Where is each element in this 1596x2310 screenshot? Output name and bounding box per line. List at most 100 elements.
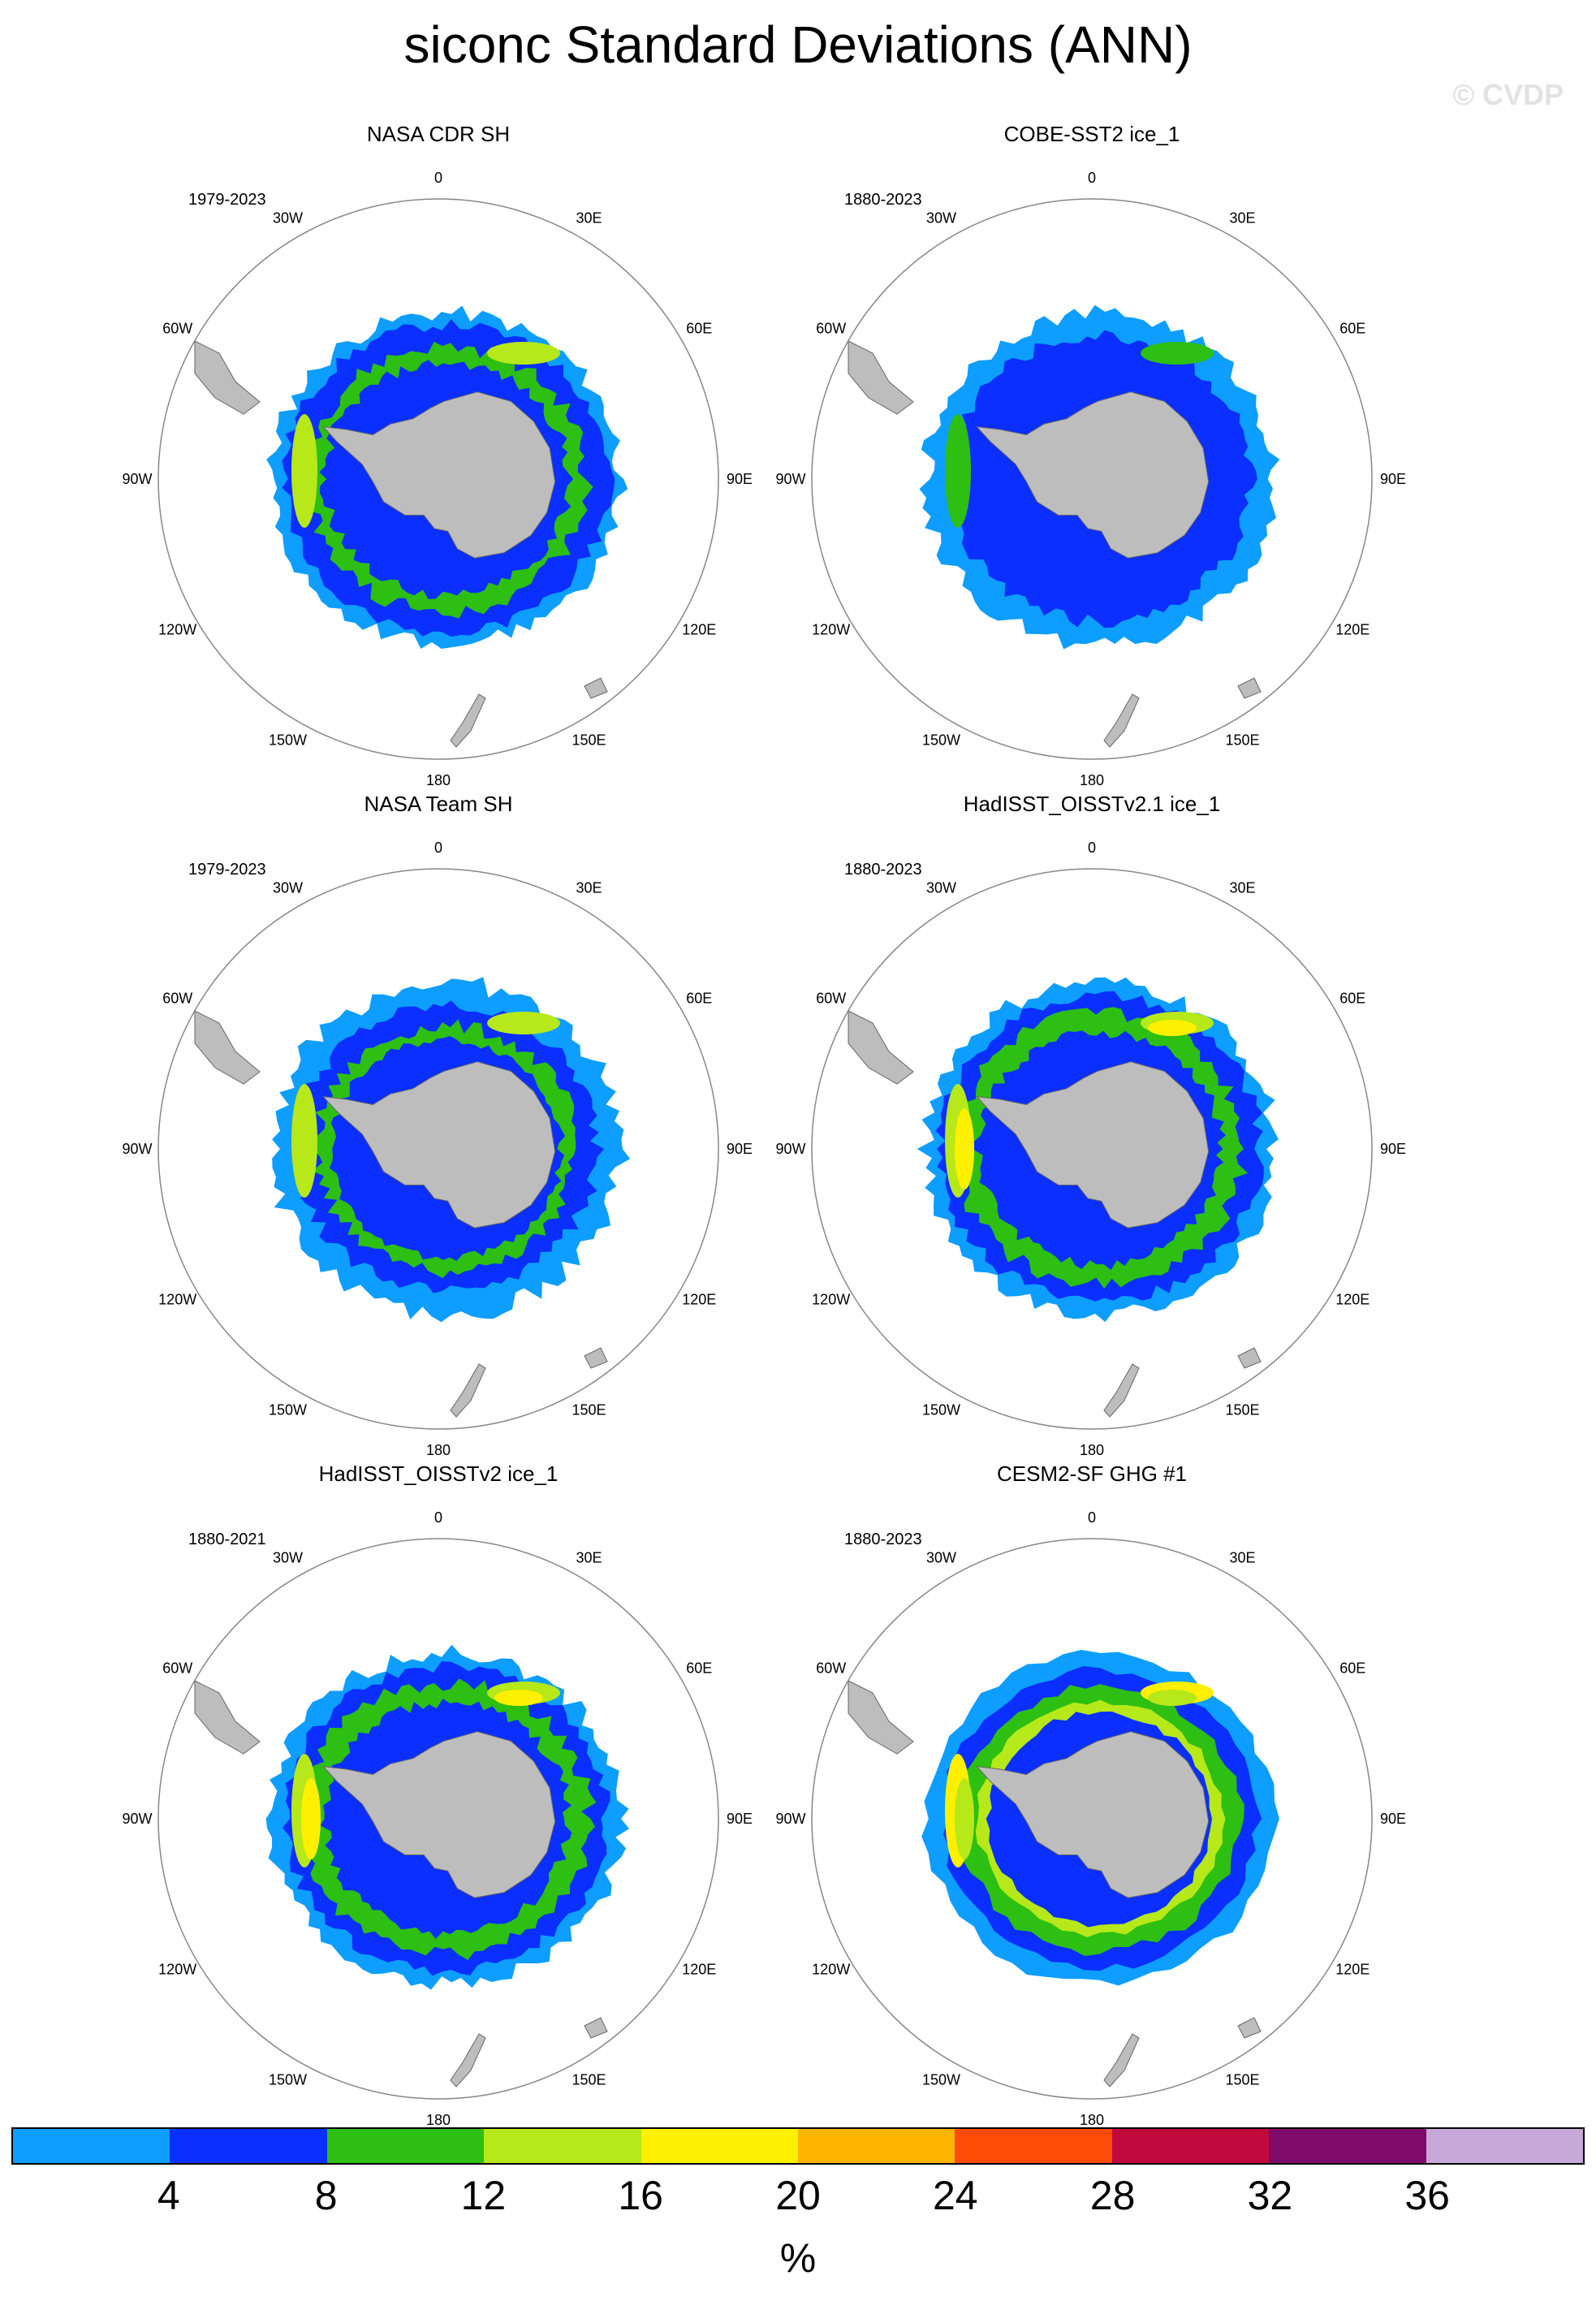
period-label: 1979-2023 — [188, 861, 266, 879]
map-panel: NASA Team SH 0 30E 60E 90E 120E 150E 180 150W 120… — [81, 792, 796, 1457]
longitude-label: 150W — [269, 2071, 307, 2088]
longitude-label: 180 — [1080, 772, 1104, 788]
panel-title: NASA CDR SH — [366, 122, 511, 146]
tasmania-landmass — [584, 677, 608, 699]
antarctica-landmass — [322, 1061, 556, 1228]
period-label: 1979-2023 — [188, 191, 266, 209]
longitude-label: 180 — [426, 772, 451, 788]
variability-hotspot — [955, 1108, 974, 1190]
period-label: 1880-2023 — [844, 861, 922, 879]
colorbar-tick-label: 8 — [314, 2173, 338, 2218]
longitude-label: 60W — [816, 1660, 846, 1677]
longitude-label: 30W — [926, 1550, 956, 1566]
colorbar-tick-label: 20 — [775, 2173, 821, 2218]
map-boundary — [157, 1538, 719, 2100]
longitude-label: 90E — [727, 1811, 753, 1827]
longitude-label: 90W — [775, 1811, 805, 1827]
longitude-label: 60W — [162, 1660, 192, 1677]
south-america-landmass — [194, 1680, 261, 1755]
new-zealand-landmass — [1103, 693, 1140, 748]
longitude-label: 120E — [1335, 1962, 1370, 1978]
panel-title: CESM2-SF GHG #1 — [996, 1462, 1188, 1486]
new-zealand-landmass — [1103, 1363, 1140, 1418]
colorbar-segment — [1269, 2129, 1426, 2163]
period-label: 1880-2023 — [844, 1531, 922, 1548]
period-label: 1880-2023 — [844, 191, 922, 209]
tasmania-landmass — [1237, 677, 1262, 699]
longitude-label: 90W — [775, 1141, 805, 1157]
longitude-label: 150W — [269, 732, 307, 748]
longitude-label: 180 — [1080, 2112, 1104, 2127]
antarctica-landmass — [976, 1731, 1210, 1898]
variability-hotspot — [291, 1084, 317, 1198]
longitude-label: 150E — [1225, 1401, 1259, 1418]
longitude-label: 90W — [122, 1811, 152, 1827]
longitude-label: 60E — [686, 321, 712, 337]
new-zealand-landmass — [450, 1363, 486, 1418]
longitude-label: 0 — [434, 1509, 442, 1526]
longitude-label: 120W — [812, 622, 850, 638]
variability-hotspot — [955, 1778, 974, 1859]
longitude-label: 120E — [682, 1962, 716, 1978]
map-boundary — [811, 1538, 1373, 2100]
polar-map: 0 30E 60E 90E 120E 150E 180 150W 120W 90W 60W 30W — [122, 170, 753, 788]
longitude-label: 180 — [426, 1442, 451, 1457]
longitude-label: 60E — [686, 1660, 712, 1677]
longitude-label: 150W — [922, 732, 960, 748]
longitude-label: 150E — [1225, 2071, 1259, 2088]
map-panel: HadISST_OISSTv2 ice_1 0 30E 60E 90E 120E 150E 1… — [81, 1462, 796, 2127]
map-boundary — [811, 198, 1373, 760]
watermark: © CVDP — [1452, 78, 1564, 111]
longitude-label: 180 — [426, 2112, 451, 2127]
panel-title: HadISST_OISSTv2.1 ice_1 — [963, 792, 1221, 816]
variability-hotspot — [1148, 1020, 1197, 1036]
longitude-label: 30W — [273, 880, 303, 896]
longitude-label: 0 — [1088, 170, 1096, 186]
longitude-label: 30E — [576, 880, 602, 896]
polar-map: 0 30E 60E 90E 120E 150E 180 150W 120W 90W 60W 30W — [775, 840, 1406, 1457]
longitude-label: 60W — [816, 321, 846, 337]
longitude-label: 0 — [1088, 840, 1096, 856]
map-panel: CESM2-SF GHG #1 0 30E 60E 90E 120E 150E 180 150W… — [735, 1462, 1449, 2127]
longitude-label: 120E — [1335, 1292, 1370, 1308]
longitude-label: 150W — [922, 1401, 960, 1418]
colorbar-segment — [13, 2129, 170, 2163]
longitude-label: 60W — [162, 321, 192, 337]
variability-hotspot — [945, 414, 971, 528]
panel-title: COBE-SST2 ice_1 — [1003, 122, 1180, 146]
tasmania-landmass — [584, 1347, 608, 1369]
longitude-label: 180 — [1080, 1442, 1104, 1457]
variability-hotspot — [487, 342, 560, 365]
longitude-label: 120W — [812, 1962, 850, 1978]
colorbar-tick-label: 16 — [618, 2173, 663, 2218]
longitude-label: 120W — [812, 1292, 850, 1308]
colorbar-tick-label: 28 — [1089, 2173, 1136, 2218]
longitude-label: 60E — [1339, 991, 1365, 1007]
longitude-label: 90W — [775, 471, 805, 487]
longitude-label: 90E — [1380, 1811, 1406, 1827]
longitude-label: 30W — [273, 210, 303, 227]
colorbar — [11, 2127, 1585, 2165]
antarctica-landmass — [976, 391, 1210, 559]
colorbar-segment — [641, 2129, 799, 2163]
colorbar-segment — [170, 2129, 327, 2163]
tasmania-landmass — [1237, 1347, 1262, 1369]
antarctica-landmass — [976, 1061, 1210, 1228]
variability-hotspot — [291, 414, 317, 528]
longitude-label: 120E — [682, 622, 716, 638]
longitude-label: 90E — [727, 471, 753, 487]
longitude-label: 60E — [1339, 1660, 1365, 1677]
longitude-label: 120W — [158, 1292, 196, 1308]
longitude-label: 60W — [816, 991, 846, 1007]
longitude-label: 30E — [1229, 880, 1255, 896]
colorbar-tick-label: 32 — [1247, 2173, 1293, 2218]
south-america-landmass — [194, 340, 261, 415]
longitude-label: 30E — [576, 210, 602, 227]
longitude-label: 0 — [434, 170, 442, 186]
variability-hotspot — [301, 1778, 321, 1859]
colorbar-segment — [1426, 2129, 1584, 2163]
colorbar-segment — [326, 2129, 485, 2163]
variability-hotspot — [487, 1012, 560, 1034]
tasmania-landmass — [1237, 2017, 1262, 2039]
variability-hotspot — [494, 1690, 543, 1706]
